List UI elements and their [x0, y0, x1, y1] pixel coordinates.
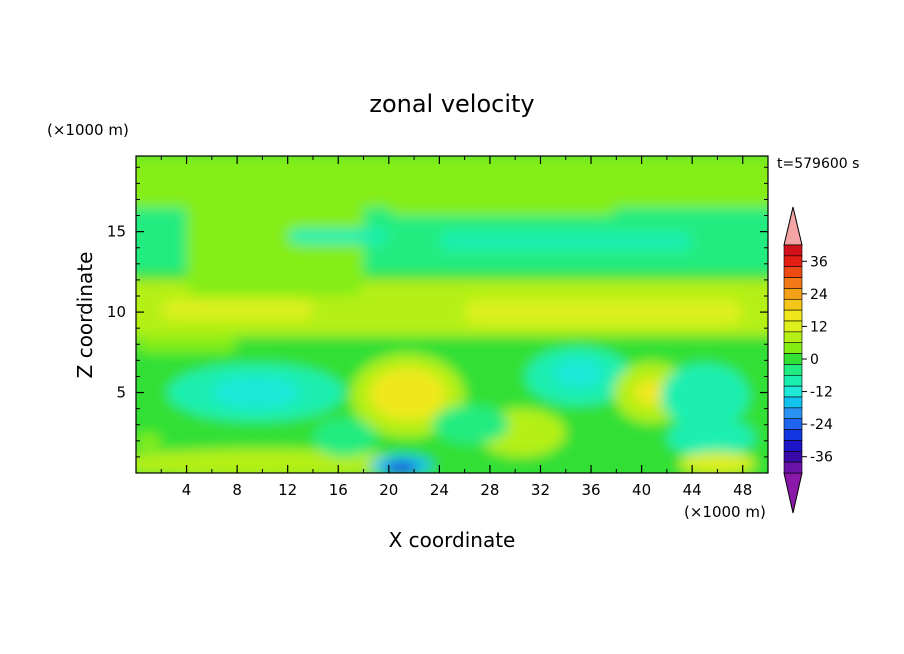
colorbar-cell — [783, 385, 803, 398]
field-patch — [388, 202, 617, 216]
field-patch — [439, 231, 693, 251]
y-axis: 5 10 15 — [107, 166, 768, 458]
x-tick-label: 8 — [232, 481, 242, 499]
y-unit-label: (×1000 m) — [47, 121, 129, 139]
colorbar-cell — [783, 440, 803, 452]
field-blob — [679, 452, 756, 473]
colorbar-tick-label: -12 — [810, 385, 833, 401]
field-patch — [464, 299, 743, 325]
colorbar-tick-label: 24 — [810, 287, 828, 303]
x-tick-label: 4 — [182, 481, 192, 499]
colorbar-cell — [783, 331, 803, 344]
colorbar-cell — [783, 277, 803, 289]
x-tick-label: 36 — [581, 481, 600, 499]
x-unit-label: (×1000 m) — [684, 503, 766, 521]
x-tick-label: 16 — [329, 481, 348, 499]
plot-frame — [135, 155, 769, 474]
colorbar-cell — [783, 407, 803, 420]
x-tick-label: 44 — [683, 481, 702, 499]
field-blob — [553, 358, 604, 388]
colorbar-cell — [783, 309, 803, 322]
field-blob — [385, 461, 418, 473]
x-tick-label: 20 — [379, 481, 398, 499]
field-blob — [433, 405, 509, 445]
contour-field — [136, 156, 768, 473]
colorbar-cell — [783, 364, 803, 376]
colorbar-over-triangle — [783, 206, 803, 246]
field-patch — [287, 228, 389, 245]
colorbar-tick-label: 36 — [810, 254, 828, 270]
field-patch — [136, 432, 162, 451]
colorbar-cell — [783, 244, 803, 257]
x-tick-label: 40 — [632, 481, 651, 499]
colorbar-under-triangle — [783, 472, 803, 514]
x-tick-label: 24 — [430, 481, 449, 499]
field-patch — [186, 191, 364, 296]
x-axis-label: X coordinate — [389, 528, 516, 552]
field-blob — [312, 418, 377, 457]
colorbar-cell — [783, 396, 803, 409]
x-axis: 4 8 12 16 20 24 28 32 36 40 44 48 — [160, 156, 752, 499]
colorbar-cell — [783, 353, 803, 365]
x-tick-label: 28 — [480, 481, 499, 499]
colorbar-cell — [783, 429, 803, 441]
colorbar-tick-label: 0 — [810, 352, 819, 368]
y-axis-label: Z coordinate — [73, 252, 97, 379]
x-tick-label: 48 — [733, 481, 752, 499]
colorbar-tick-label: -36 — [810, 450, 833, 466]
colorbar-cell — [783, 461, 803, 474]
field-blob — [634, 379, 670, 406]
field-blob — [660, 363, 750, 428]
colorbar-cell — [783, 320, 803, 333]
x-tick-label: 32 — [531, 481, 550, 499]
field-blob — [369, 368, 446, 420]
colorbar-cell — [783, 418, 803, 430]
x-tick-label: 12 — [278, 481, 297, 499]
colorbar: 36 24 12 0 -12 -24 -36 — [783, 206, 833, 514]
colorbar-tick-label: -24 — [810, 417, 833, 433]
colorbar-cell — [783, 255, 803, 268]
field-blob — [136, 458, 200, 473]
y-tick-label: 10 — [107, 303, 126, 321]
y-tick-label: 5 — [116, 384, 126, 402]
colorbar-tick-label: 12 — [810, 319, 828, 335]
colorbar-cell — [783, 450, 803, 463]
colorbar-cell — [783, 288, 803, 300]
colorbar-cell — [783, 298, 803, 311]
field-blob — [211, 376, 301, 409]
chart-title: zonal velocity — [369, 90, 534, 118]
time-label: t=579600 s — [777, 156, 859, 172]
field-patch — [161, 299, 313, 321]
y-tick-label: 15 — [107, 223, 126, 241]
field-patch — [136, 336, 238, 353]
colorbar-cell — [783, 342, 803, 354]
colorbar-cell — [783, 266, 803, 278]
colorbar-cell — [783, 374, 803, 387]
field-blob — [666, 418, 756, 457]
